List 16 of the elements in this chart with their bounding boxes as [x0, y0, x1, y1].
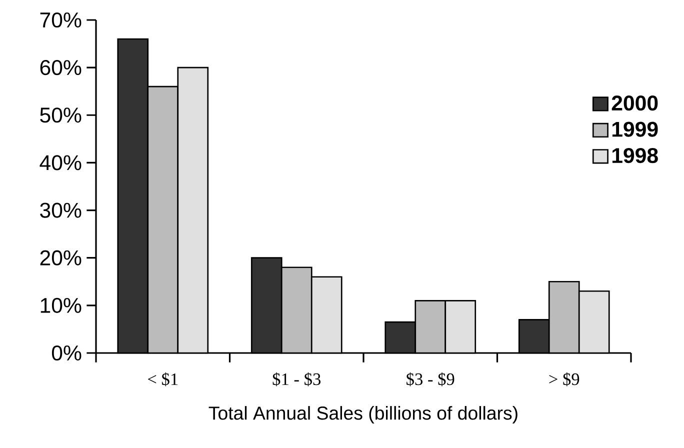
legend-label: 1999 — [612, 122, 658, 137]
y-tick-label: 20% — [40, 250, 82, 266]
x-tick-label: $3 - $9 — [406, 372, 454, 386]
y-tick-label: 0% — [52, 345, 82, 361]
legend-label: 2000 — [612, 96, 658, 111]
legend-label: 1998 — [612, 148, 658, 164]
x-tick-label: $1 - $3 — [272, 372, 320, 386]
x-tick-label: > $9 — [549, 372, 580, 386]
y-tick-label: 30% — [40, 202, 82, 218]
y-tick-label: 10% — [40, 298, 82, 313]
x-tick-label: < $1 — [148, 372, 178, 386]
y-tick-label: 50% — [40, 108, 82, 123]
y-tick-label: 40% — [40, 155, 82, 170]
y-tick-label: 70% — [40, 12, 82, 28]
x-axis-title: Total Annual Sales (billions of dollars) — [208, 406, 518, 424]
y-tick-label: 60% — [40, 60, 82, 76]
